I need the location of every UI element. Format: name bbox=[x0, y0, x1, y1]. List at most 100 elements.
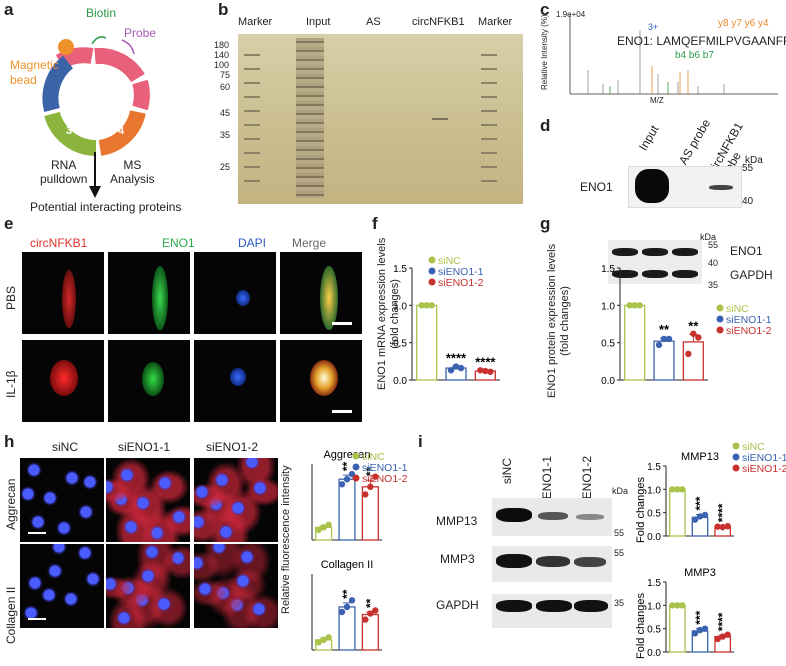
legend-label: siENO1-2 bbox=[362, 473, 408, 485]
blot-lane-label: AS probe bbox=[676, 116, 714, 167]
probe-connector bbox=[121, 39, 135, 55]
data-point bbox=[685, 350, 692, 358]
data-point bbox=[487, 368, 494, 375]
i-lane-label: siNC bbox=[500, 458, 514, 484]
ring-segment-3 bbox=[44, 111, 97, 156]
mw-marker: 35 bbox=[220, 130, 231, 140]
legend-marker bbox=[716, 315, 724, 323]
scale-bar bbox=[28, 618, 46, 620]
blot-band bbox=[642, 248, 668, 256]
scale-bar bbox=[332, 322, 352, 325]
legend-label: siENO1-1 bbox=[362, 462, 408, 474]
blot-band bbox=[536, 600, 572, 612]
mw-marker: 55 bbox=[614, 548, 625, 558]
ms-spectrum bbox=[569, 14, 778, 95]
mw-marker: 40 bbox=[742, 196, 754, 207]
data-point bbox=[348, 597, 356, 604]
y-tick-label: 0.5 bbox=[601, 339, 615, 350]
data-point bbox=[714, 523, 721, 530]
mw-marker: 75 bbox=[220, 70, 231, 80]
kda-label: kDa bbox=[612, 486, 629, 496]
channel-label-circnfkb1: circNFKB1 bbox=[30, 236, 88, 250]
data-point bbox=[315, 526, 322, 534]
magnetic-bead-label: Magnetic bead bbox=[10, 58, 59, 87]
gel-lane-label: circNFKB1 bbox=[412, 16, 465, 28]
mw-marker: 35 bbox=[614, 598, 625, 608]
eno1-row-label: ENO1 bbox=[580, 180, 613, 194]
mmp-blot bbox=[492, 494, 612, 636]
data-point bbox=[690, 330, 697, 337]
blot-row-label: GAPDH bbox=[436, 598, 479, 612]
legend-marker bbox=[352, 452, 360, 460]
legend-label: siENO1-1 bbox=[438, 266, 484, 278]
significance-label: ** bbox=[363, 598, 377, 608]
y-tick-label: 0.5 bbox=[647, 625, 661, 636]
bar bbox=[624, 304, 646, 381]
legend-marker bbox=[428, 278, 436, 286]
b-ions: b4 b6 b7 bbox=[675, 50, 714, 61]
panel-label-a: a bbox=[4, 0, 14, 19]
data-point bbox=[724, 523, 731, 530]
micrograph bbox=[22, 340, 104, 422]
data-point bbox=[626, 302, 633, 309]
data-point bbox=[338, 608, 346, 616]
scale-bar bbox=[332, 410, 352, 413]
data-point bbox=[447, 367, 455, 374]
h-row-label: Aggrecan bbox=[4, 478, 18, 530]
significance-label: ** bbox=[340, 461, 354, 471]
data-point bbox=[719, 523, 726, 531]
mw-marker: 25 bbox=[220, 162, 231, 172]
kda-label: kDa bbox=[745, 155, 763, 166]
data-point bbox=[452, 363, 460, 370]
mw-marker: 35 bbox=[708, 280, 719, 290]
micrograph bbox=[280, 252, 362, 334]
legend-marker bbox=[732, 464, 740, 472]
bar bbox=[682, 341, 704, 381]
blot-band bbox=[496, 600, 532, 612]
legend-marker bbox=[352, 474, 360, 482]
data-point bbox=[674, 486, 681, 493]
data-point bbox=[631, 302, 638, 309]
data-point bbox=[423, 302, 430, 309]
data-point bbox=[691, 516, 699, 523]
legend-label: siENO1-2 bbox=[438, 277, 484, 289]
data-point bbox=[696, 513, 704, 520]
data-point bbox=[636, 302, 643, 309]
legend-label: siENO1-2 bbox=[726, 325, 772, 337]
data-point bbox=[679, 486, 686, 493]
data-point bbox=[701, 625, 709, 632]
ring-segment-1 bbox=[94, 47, 145, 83]
segment-label-2: 2 bbox=[68, 85, 74, 97]
data-point bbox=[343, 476, 351, 483]
micrograph bbox=[106, 458, 190, 542]
chart-h: ****AggrecansiNCsiENO1-1siENO1-2****Coll… bbox=[311, 449, 408, 651]
biotin-connector bbox=[91, 36, 107, 45]
data-point bbox=[367, 483, 374, 490]
micrograph bbox=[22, 252, 104, 334]
h-col-label: siENO1-2 bbox=[206, 440, 259, 454]
panel-label-e: e bbox=[4, 214, 14, 233]
circnfkb1-band bbox=[432, 118, 448, 120]
legend-marker bbox=[428, 267, 436, 275]
row-label-pbs: PBS bbox=[4, 285, 18, 310]
blot-band bbox=[672, 248, 698, 256]
segment-label-4: 4 bbox=[118, 125, 125, 137]
y-ions: y8 y7 y6 y4 bbox=[718, 18, 769, 29]
rna-pulldown-label: RNA pulldown bbox=[40, 158, 88, 186]
significance-label: **** bbox=[475, 354, 496, 369]
gel-lane-label: Input bbox=[306, 16, 331, 28]
bar bbox=[668, 604, 686, 653]
chart-title: MMP13 bbox=[681, 451, 719, 463]
ring-segment-2 bbox=[42, 55, 74, 113]
data-point bbox=[719, 633, 726, 640]
spectrum-xlabel: M/Z bbox=[650, 96, 664, 105]
y-tick-label: 1.0 bbox=[393, 301, 407, 312]
data-point bbox=[325, 634, 332, 641]
silver-stained-gel bbox=[238, 34, 523, 204]
significance-label: *** bbox=[693, 496, 707, 510]
panel-label-g: g bbox=[540, 214, 551, 233]
ring-segment-4 bbox=[98, 109, 146, 156]
arrow-head-icon bbox=[89, 186, 101, 198]
gel-lane-label: Marker bbox=[478, 16, 513, 28]
